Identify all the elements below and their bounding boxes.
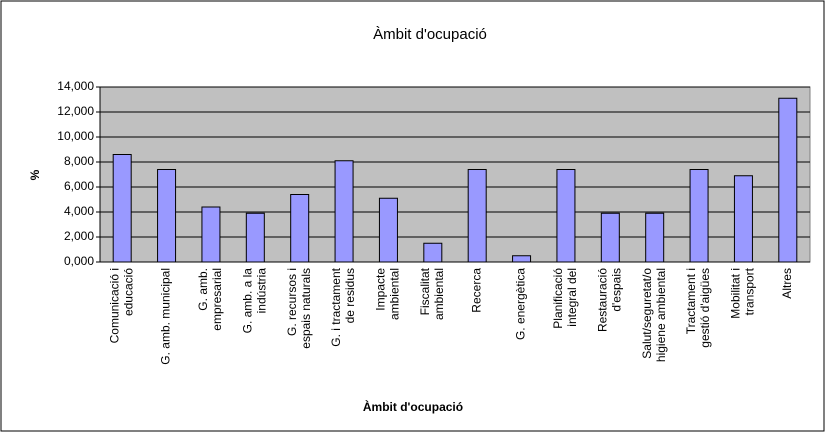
x-tick-label: ambiental	[432, 268, 446, 320]
y-tick-label: 0,000	[64, 254, 94, 268]
x-tick-label: integral del	[565, 268, 579, 327]
x-tick-label: higiene ambiental	[654, 268, 668, 362]
x-tick-label: empresarial	[210, 268, 224, 331]
x-tick-label: G. amb. municipal	[159, 268, 173, 365]
x-tick-label: G. energètica	[514, 268, 528, 340]
y-tick-label: 10,000	[57, 129, 94, 143]
x-tick-label: Restauració	[595, 268, 609, 332]
y-tick-label: 4,000	[64, 204, 94, 218]
bar	[157, 169, 177, 263]
bar	[556, 169, 576, 263]
x-tick-label: G. amb.	[196, 268, 210, 311]
x-tick-label: Planificació	[551, 268, 565, 329]
bar	[423, 242, 443, 263]
x-tick-label: Altres	[780, 268, 794, 299]
x-tick-label: Comunicació i	[107, 268, 121, 343]
bar	[378, 197, 398, 263]
x-tick-label: Mobilitat i	[729, 268, 743, 319]
bar	[290, 194, 310, 263]
x-tick-label: transport	[743, 267, 757, 315]
bar	[245, 212, 265, 263]
y-tick-label: 12,000	[57, 104, 94, 118]
x-tick-label: espais naturals	[299, 268, 313, 349]
y-tick-label: 2,000	[64, 229, 94, 243]
bar	[733, 175, 753, 263]
x-tick-label: indústria	[254, 268, 268, 314]
bar	[512, 255, 532, 263]
x-tick-label: ambiental	[388, 268, 402, 320]
x-tick-label: Salut/seguretat/o	[640, 268, 654, 359]
y-tick-label: 14,000	[57, 79, 94, 93]
x-tick-label: G. recursos i	[285, 268, 299, 336]
x-tick-label: de residus	[343, 268, 357, 323]
y-axis-label: %	[28, 169, 42, 180]
x-tick-label: G. i tractament	[329, 267, 343, 346]
y-tick-label: 8,000	[64, 154, 94, 168]
bar	[778, 97, 798, 263]
x-tick-label: d'espais	[609, 268, 623, 312]
x-tick-label: Impacte	[374, 268, 388, 311]
x-tick-label: gestió d'aigües	[698, 268, 712, 348]
bar	[689, 169, 709, 263]
chart-title: Àmbit d'ocupació	[373, 26, 487, 43]
x-tick-label: Fiscalitat	[418, 267, 432, 315]
x-tick-label: Recerca	[469, 268, 483, 313]
bar	[645, 212, 665, 263]
x-tick-label: educació	[121, 268, 135, 316]
bar	[112, 154, 132, 263]
bar	[467, 169, 487, 263]
bar	[201, 206, 221, 263]
x-tick-label: G. amb. a la	[240, 268, 254, 334]
x-tick-label: Tractament i	[684, 268, 698, 334]
x-axis-label: Àmbit d'ocupació	[363, 399, 463, 414]
bar	[600, 212, 620, 263]
bar	[334, 160, 354, 263]
y-tick-label: 6,000	[64, 179, 94, 193]
